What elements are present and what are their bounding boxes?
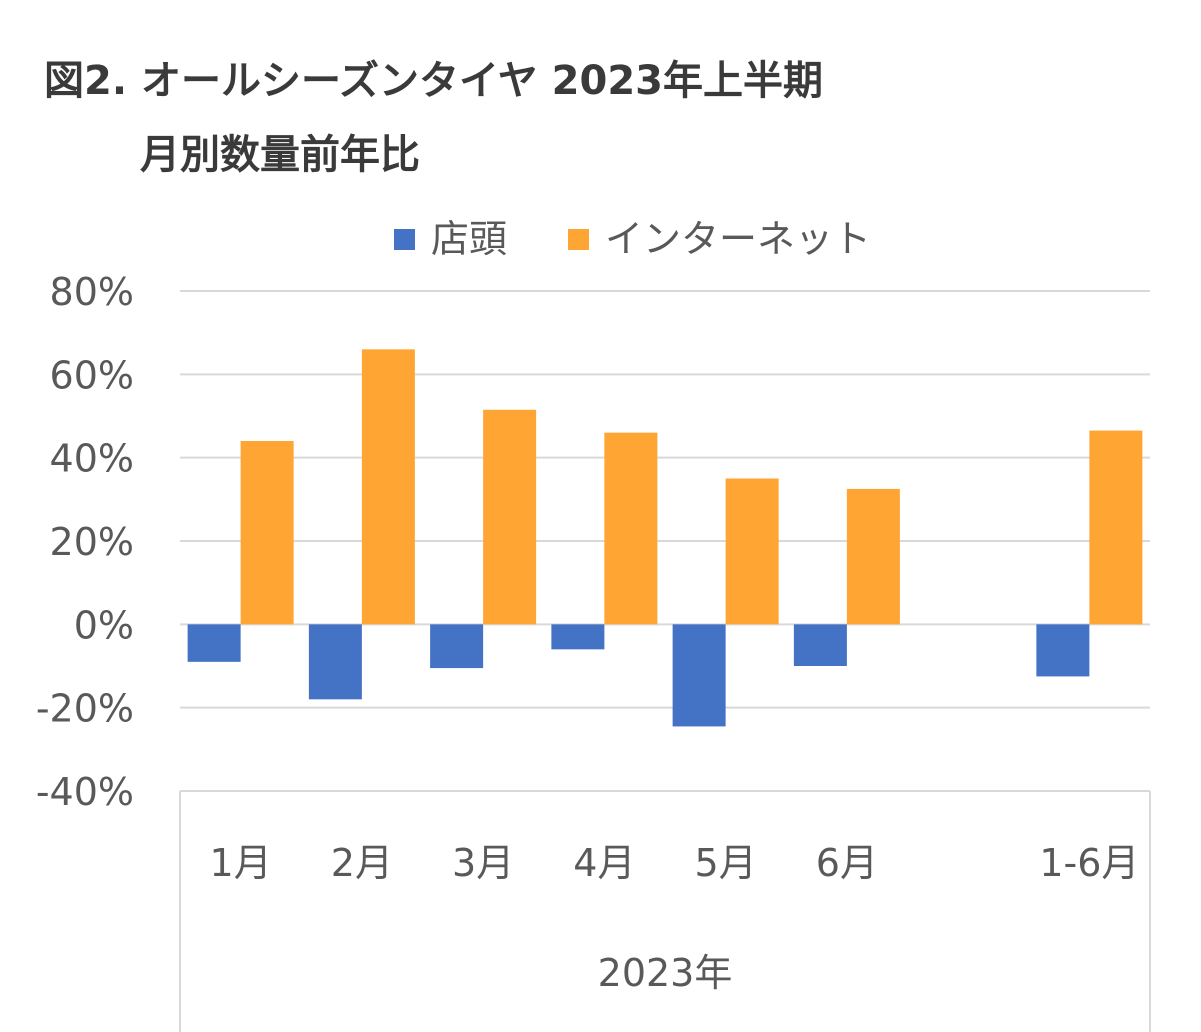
legend-label: インターネット	[605, 217, 871, 261]
legend-label: 店頭	[431, 217, 507, 261]
bar-internet	[240, 441, 294, 625]
bar-store	[551, 624, 605, 650]
bar-store	[1036, 624, 1090, 677]
x-tick-label: 1月	[210, 841, 272, 885]
legend-swatch	[568, 229, 589, 250]
y-tick-label: 40%	[50, 437, 134, 481]
y-tick-label: 0%	[74, 603, 134, 647]
x-tick-label: 1-6月	[1039, 841, 1139, 885]
x-tick-label: 3月	[452, 841, 514, 885]
bar-internet	[483, 409, 537, 625]
bar-internet	[1089, 430, 1143, 625]
x-tick-label: 2月	[331, 841, 393, 885]
bar-store	[308, 624, 362, 700]
y-tick-label: -40%	[36, 770, 134, 814]
y-tick-label: 20%	[50, 520, 134, 564]
bar-store	[672, 624, 726, 727]
chart-title-line2: 月別数量前年比	[140, 132, 420, 178]
bar-store	[793, 624, 847, 666]
chart-title-line1: 図2. オールシーズンタイヤ 2023年上半期	[44, 58, 824, 104]
bar-internet	[604, 432, 658, 625]
y-tick-label: 60%	[50, 353, 134, 397]
bar-internet	[725, 478, 779, 625]
bar-internet	[361, 349, 415, 625]
y-tick-label: 80%	[50, 270, 134, 314]
y-tick-label: -20%	[36, 687, 134, 731]
bar-internet	[846, 488, 900, 625]
legend-swatch	[394, 229, 415, 250]
bar-store	[187, 624, 241, 662]
bar-store	[430, 624, 484, 669]
x-tick-label: 5月	[695, 841, 757, 885]
x-group-label: 2023年	[598, 951, 733, 995]
x-tick-label: 6月	[816, 841, 878, 885]
x-tick-label: 4月	[573, 841, 635, 885]
